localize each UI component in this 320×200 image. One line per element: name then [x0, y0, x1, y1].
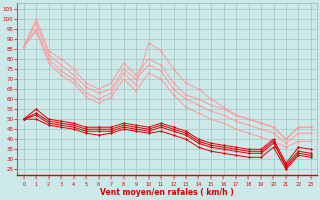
X-axis label: Vent moyen/en rafales ( km/h ): Vent moyen/en rafales ( km/h ) — [100, 188, 234, 197]
